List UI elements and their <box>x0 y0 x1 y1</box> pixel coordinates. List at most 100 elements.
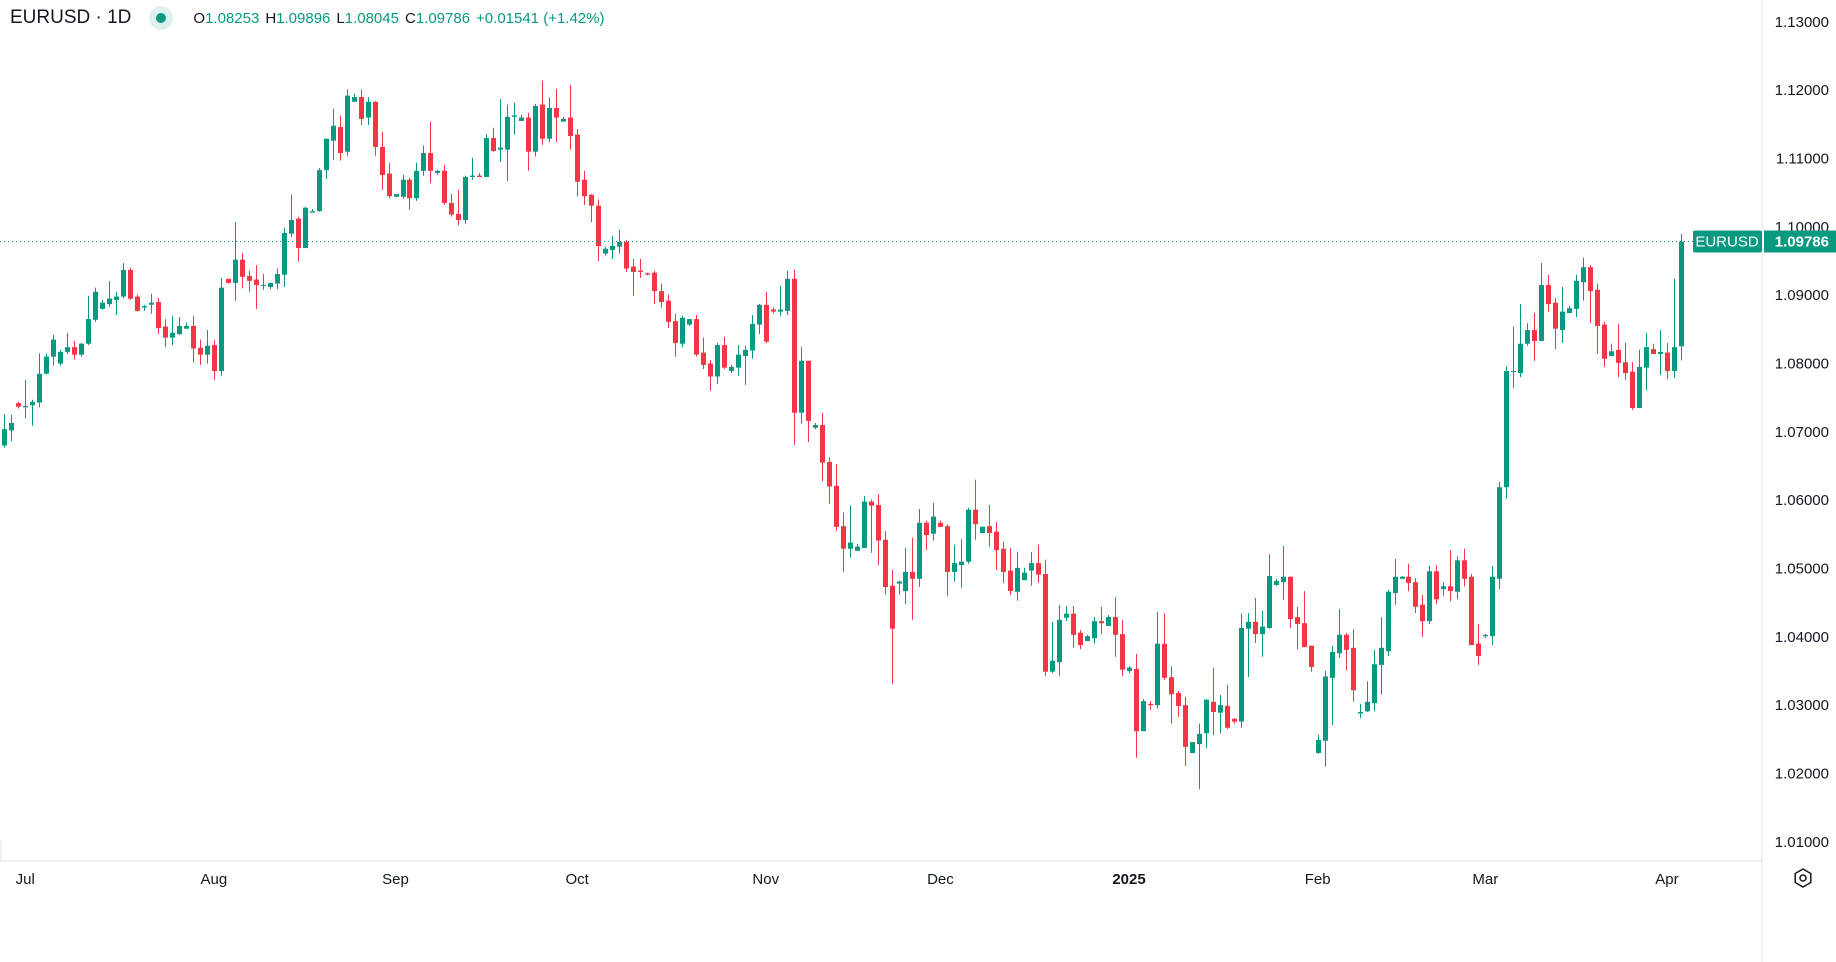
candle <box>519 114 524 121</box>
candle-body <box>1260 626 1265 635</box>
candle <box>1232 718 1237 724</box>
candle-body <box>540 104 545 139</box>
ohlc-low: L1.08045 <box>336 10 399 27</box>
candle-wick <box>1332 645 1333 726</box>
candle <box>1455 556 1460 600</box>
candle <box>862 496 867 549</box>
candle <box>1532 312 1537 361</box>
candle-body <box>526 117 531 152</box>
candle-body <box>1351 647 1356 691</box>
candle-body <box>226 278 231 283</box>
candle-wick <box>1611 343 1612 357</box>
candle-body <box>1183 705 1188 747</box>
candle-body <box>1309 645 1314 667</box>
candle-body <box>1546 284 1551 305</box>
candle-body <box>729 366 734 372</box>
candle-body <box>680 317 685 344</box>
price-tick-label: 1.13000 <box>1775 14 1829 31</box>
candle-body <box>1036 563 1041 575</box>
candle <box>910 537 915 620</box>
candle-body <box>114 296 119 300</box>
ohlc-high-label: H <box>265 9 277 27</box>
candle-wick <box>1513 326 1514 389</box>
candle-body <box>771 309 776 312</box>
candle-wick <box>479 172 480 177</box>
time-tick-label: Mar <box>1472 871 1498 888</box>
candle-wick <box>1248 612 1249 678</box>
price-tag-label: 1.09786 <box>1775 233 1829 250</box>
candle <box>16 401 21 409</box>
candle <box>1323 671 1328 767</box>
candle <box>1085 634 1090 641</box>
candle <box>694 315 699 357</box>
live-dot-icon[interactable] <box>149 6 174 30</box>
candles-layer <box>2 80 1684 790</box>
candle <box>394 194 399 197</box>
candle-body <box>407 179 412 199</box>
candle-wick <box>144 304 145 311</box>
candle <box>708 360 713 391</box>
candle <box>505 104 510 182</box>
candle-body <box>421 153 426 171</box>
candle-body <box>890 585 895 629</box>
candle <box>987 504 992 547</box>
ohlc-open-label: O <box>193 9 206 27</box>
candle <box>51 334 56 366</box>
candle <box>575 129 580 197</box>
candle-body <box>1560 311 1565 331</box>
candle <box>526 112 531 171</box>
candle-body <box>1148 703 1153 706</box>
candle <box>345 89 350 156</box>
candle <box>428 121 433 184</box>
candle <box>1651 343 1656 354</box>
candle-body <box>1651 349 1656 354</box>
candle-body <box>778 309 783 312</box>
candle <box>2 414 7 448</box>
candle <box>380 131 385 190</box>
candle-wick <box>514 102 515 135</box>
candle <box>156 297 161 335</box>
time-axis[interactable]: Jul Aug Sep Oct Nov Dec 2025 Feb Mar Apr <box>16 871 1679 888</box>
candle-wick <box>116 291 117 316</box>
candle-body <box>1246 621 1251 629</box>
candle <box>1658 330 1663 376</box>
candle-body <box>289 220 294 234</box>
candle-body <box>533 105 538 152</box>
ohlc-open-value: 1.08253 <box>205 9 260 27</box>
symbol-title[interactable]: EURUSD · 1D <box>10 7 132 28</box>
candle-body <box>820 425 825 463</box>
candle-body <box>1295 617 1300 624</box>
candle-body <box>897 581 902 584</box>
candle-body <box>1672 347 1677 372</box>
candle-body <box>813 425 818 428</box>
candle <box>1148 701 1153 710</box>
candle <box>1001 541 1006 583</box>
candle <box>1546 274 1551 312</box>
candle-body <box>764 304 769 342</box>
time-tick-label: Aug <box>201 871 228 888</box>
ohlc-close: C1.09786 <box>405 10 470 27</box>
candle-wick <box>1255 597 1256 644</box>
candle <box>1511 326 1516 389</box>
candle-body <box>51 339 56 357</box>
candle <box>44 353 49 375</box>
price-axis[interactable]: 1.130001.120001.110001.100001.090001.080… <box>1775 14 1829 851</box>
candle-wick <box>850 505 851 558</box>
candle-wick <box>291 194 292 238</box>
candle <box>414 162 419 201</box>
candle-body <box>708 363 713 377</box>
candle-body <box>519 117 524 121</box>
candle-wick <box>263 274 264 290</box>
candle-wick <box>430 121 431 184</box>
candle-body <box>638 270 643 272</box>
candle <box>373 101 378 156</box>
candle <box>631 258 636 296</box>
candle <box>303 207 308 249</box>
candle-body <box>589 194 594 206</box>
price-tick-label: 1.12000 <box>1775 82 1829 99</box>
candle-body <box>1623 362 1628 374</box>
gear-icon[interactable] <box>1794 868 1812 888</box>
candle-wick <box>25 379 26 419</box>
price-tick-label: 1.11000 <box>1776 151 1829 168</box>
